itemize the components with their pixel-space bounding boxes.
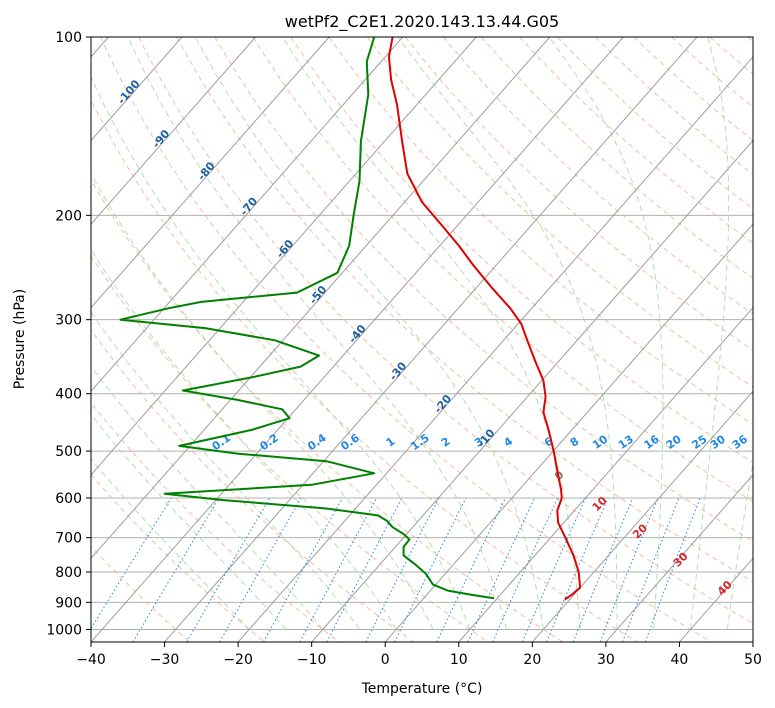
mixing-ratio-line (492, 497, 559, 642)
moist-adiabat (726, 459, 753, 630)
mixing-ratio-line (365, 497, 440, 642)
dry-adiabat (214, 37, 753, 542)
mixing-ratio-line (522, 497, 587, 642)
moist-adiabat (91, 172, 434, 630)
y-tick-label: 100 (55, 30, 82, 46)
moist-adiabat (91, 76, 471, 630)
x-tick-label: 20 (523, 652, 541, 668)
axes: −40 −30 −20 −10 0 10 20 30 40 50 100 200 300 400 500 60… (46, 30, 762, 668)
moist-adiabat (91, 458, 250, 630)
mixing-ratio-line (546, 497, 609, 642)
x-axis-label: Temperature (°C) (361, 681, 483, 697)
dry-adiabat (328, 37, 753, 426)
reference-lines (91, 37, 753, 642)
dewpoint-profile-line (119, 37, 495, 600)
y-tick-label: 700 (55, 531, 82, 547)
dry-adiabat (252, 37, 753, 503)
isotherm (91, 37, 256, 225)
isotherm (91, 37, 477, 476)
dry-adiabat (633, 37, 753, 142)
moist-adiabat (690, 37, 730, 630)
mixing-ratio-line (467, 497, 536, 642)
moist-adiabat (91, 311, 360, 630)
moist-adiabat (397, 37, 618, 630)
moist-adiabat (91, 248, 397, 630)
isotherm (311, 139, 753, 642)
moist-adiabat (281, 37, 581, 630)
mixing-ratio-line (132, 497, 220, 642)
dry-adiabat (176, 37, 753, 583)
dry-adiabat (404, 37, 753, 351)
dry-adiabat (443, 37, 753, 315)
dry-adiabat (100, 37, 713, 642)
moist-adiabat (91, 413, 287, 630)
temperature-profile-line (387, 37, 582, 601)
isotherm (605, 474, 753, 642)
x-tick-label: 50 (744, 652, 762, 668)
sounding-series (119, 37, 582, 601)
isotherm (91, 37, 624, 642)
moist-adiabat (127, 37, 508, 630)
x-tick-label: 40 (671, 652, 689, 668)
y-axis-label: Pressure (hPa) (12, 289, 28, 389)
plot-frame (90, 36, 754, 643)
y-tick-label: 300 (55, 313, 82, 329)
mixing-ratio-line (622, 497, 680, 642)
isotherm (458, 306, 753, 642)
y-tick-label: 400 (55, 387, 82, 403)
x-tick-label: −30 (150, 652, 180, 668)
y-tick-label: 1000 (46, 622, 82, 638)
isotherm (164, 37, 698, 642)
mixing-ratio-line (394, 497, 467, 642)
x-tick-label: 10 (450, 652, 468, 668)
mixing-ratio-line (572, 497, 634, 642)
mixing-ratio-line (299, 497, 378, 642)
moist-adiabat (194, 37, 544, 630)
mixing-ratio-line (644, 497, 701, 642)
x-tick-label: 0 (381, 652, 390, 668)
dry-adiabat (91, 329, 414, 642)
x-tick-label: −20 (223, 652, 253, 668)
mixing-ratio-line (599, 497, 659, 642)
isotherm (91, 37, 330, 309)
dry-adiabat (138, 37, 753, 624)
x-tick-label: 30 (597, 652, 615, 668)
y-tick-label: 500 (55, 444, 82, 460)
mixing-ratio-line (326, 497, 403, 642)
isotherm (237, 56, 753, 642)
chart-title: wetPf2_C2E1.2020.143.13.44.G05 (285, 12, 559, 32)
isotherm (91, 37, 183, 142)
dry-adiabat (91, 99, 638, 642)
dry-adiabat (91, 178, 563, 642)
moist-adiabat (91, 365, 324, 630)
y-tick-label: 600 (55, 491, 82, 507)
dry-adiabat (91, 473, 265, 642)
y-tick-label: 800 (55, 565, 82, 581)
y-tick-label: 900 (55, 595, 82, 611)
isotherm (531, 390, 753, 642)
mixing-ratio-line (436, 497, 506, 642)
isotherm (91, 37, 551, 560)
dry-adiabat (91, 255, 489, 642)
mixing-ratio-line (91, 497, 172, 630)
x-tick-label: −10 (297, 652, 327, 668)
x-tick-label: −40 (76, 652, 106, 668)
isotherm (91, 37, 404, 392)
y-tick-label: 200 (55, 208, 82, 224)
isotherm (384, 223, 753, 642)
dry-adiabat (557, 37, 753, 210)
moist-adiabat (548, 37, 664, 630)
